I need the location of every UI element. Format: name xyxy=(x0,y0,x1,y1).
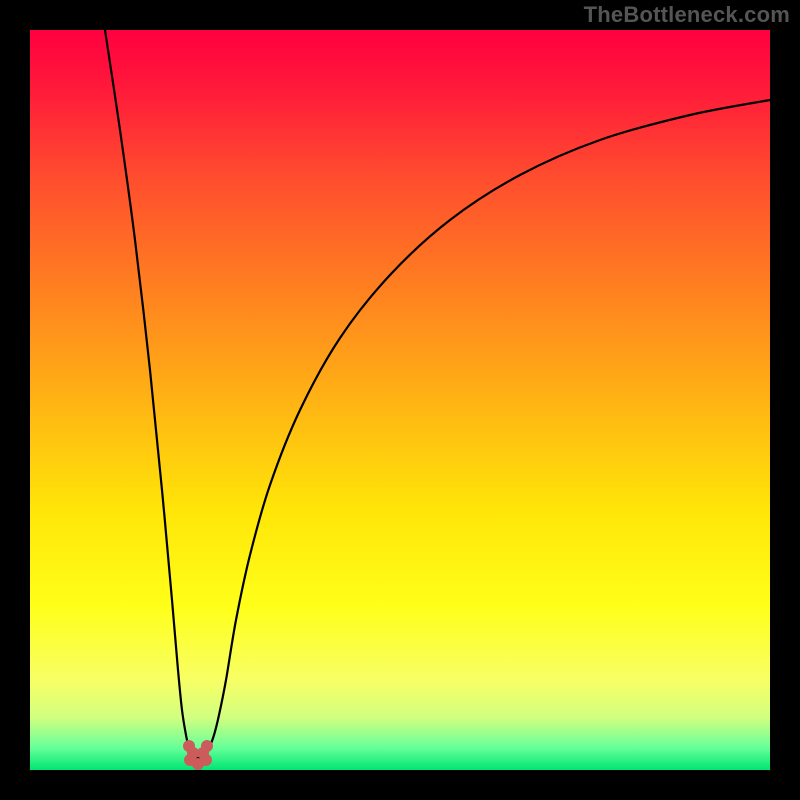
bottleneck-chart xyxy=(0,0,800,800)
watermark-text: TheBottleneck.com xyxy=(584,2,790,28)
plot-background xyxy=(30,30,770,770)
dip-marker-dot xyxy=(197,747,209,759)
figure-container: TheBottleneck.com xyxy=(0,0,800,800)
